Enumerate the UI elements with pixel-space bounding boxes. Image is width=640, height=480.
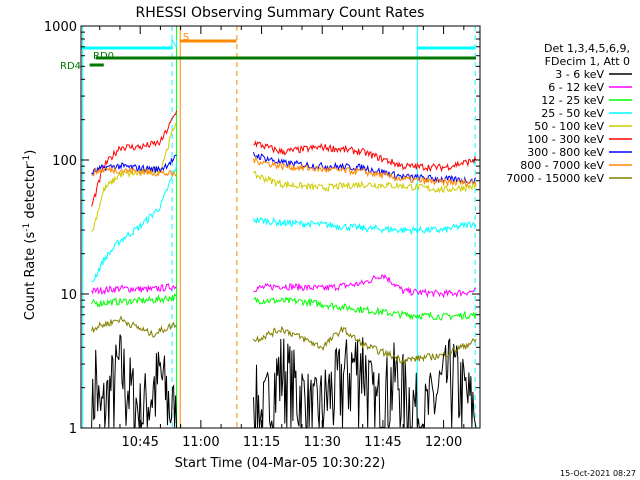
y-tick-label: 100: [52, 154, 77, 169]
flag-label-s: S: [183, 32, 189, 43]
series-line: [253, 140, 477, 173]
series-line: [253, 337, 477, 429]
series-line: [91, 283, 177, 296]
series-line: [253, 273, 477, 298]
series-50-100-kev: [91, 122, 477, 232]
legend-header-line-1: Det 1,3,4,5,6,9,: [544, 42, 630, 55]
x-tick-label: 11:00: [182, 435, 219, 450]
legend-entry-label: 25 - 50 keV: [541, 107, 604, 120]
x-tick-label: 11:45: [364, 435, 401, 450]
series-line: [253, 155, 477, 187]
y-tick-label: 10: [60, 288, 77, 303]
series-line: [253, 296, 477, 321]
series-25-50-kev: [91, 163, 477, 283]
series-7000-15000-kev: [91, 315, 477, 365]
flag-label-rd0: RD0: [93, 51, 114, 62]
legend-entry-label: 50 - 100 keV: [534, 120, 604, 133]
series-800-7000-kev: [91, 155, 477, 187]
series-line: [253, 216, 477, 236]
flag-label-rd4: RD4: [60, 61, 81, 72]
series-100-300-kev: [91, 110, 477, 207]
x-tick-label: 11:15: [243, 435, 280, 450]
y-tick-label: 1000: [44, 20, 77, 35]
series-line: [91, 315, 177, 338]
series-3-6-kev: [91, 334, 477, 429]
legend-entry-label: 800 - 7000 keV: [520, 159, 604, 172]
series-line: [253, 325, 477, 365]
series-line: [91, 334, 178, 429]
y-tick-label: 1: [69, 422, 77, 437]
plot-area: NS RD0 RD4: [60, 26, 477, 429]
series-line: [253, 170, 477, 194]
y-axis: 1 10 100 1000: [44, 20, 480, 437]
legend-entry-label: 300 - 800 keV: [527, 146, 604, 159]
footer-timestamp: 15-Oct-2021 08:27: [560, 469, 636, 478]
x-tick-label: 12:00: [425, 435, 462, 450]
series-6-12-kev: [91, 273, 477, 298]
legend-entry-label: 7000 - 15000 keV: [506, 172, 604, 185]
series-line: [91, 110, 178, 207]
legend-entry-label: 12 - 25 keV: [541, 94, 604, 107]
x-axis: 10:45 11:00 11:15 11:30 11:45 12:00: [99, 26, 465, 450]
series-line: [91, 165, 178, 177]
legend-header-line-2: FDecim 1, Att 0: [545, 55, 630, 68]
flag-label-n: N: [171, 39, 178, 50]
legend: Det 1,3,4,5,6,9, FDecim 1, Att 0 3 - 6 k…: [506, 42, 632, 185]
legend-entry-label: 100 - 300 keV: [527, 133, 604, 146]
plot-frame: [80, 25, 481, 429]
x-tick-label: 11:30: [303, 435, 340, 450]
series-line: [91, 154, 177, 177]
series-line: [91, 293, 177, 308]
series-12-25-kev: [91, 293, 477, 321]
x-tick-label: 10:45: [121, 435, 158, 450]
chart-title: RHESSI Observing Summary Count Rates: [136, 5, 425, 21]
series-300-800-kev: [91, 151, 477, 185]
x-axis-label: Start Time (04-Mar-05 10:30:22): [175, 456, 386, 471]
legend-entry-label: 6 - 12 keV: [548, 81, 604, 94]
series-line: [91, 122, 177, 232]
y-axis-label: Count Rate (s-1 detector-1): [22, 150, 38, 321]
series-line: [91, 163, 178, 283]
legend-entry-label: 3 - 6 keV: [555, 68, 604, 81]
